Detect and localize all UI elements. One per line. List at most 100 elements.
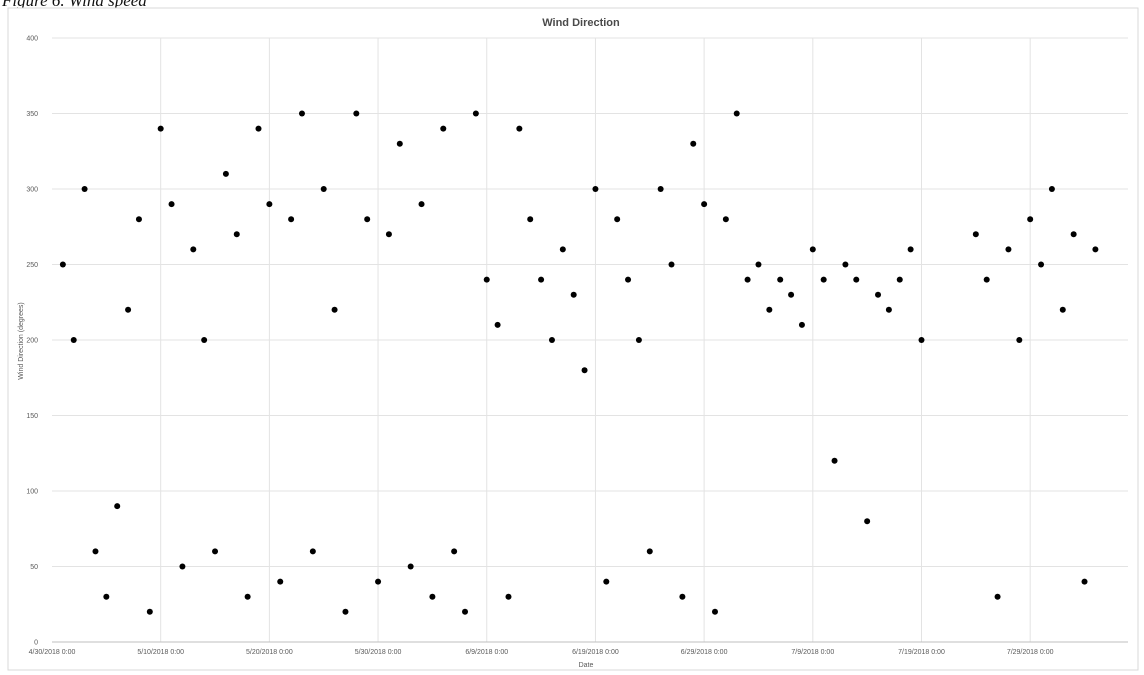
data-point xyxy=(244,593,251,600)
gridlines xyxy=(52,37,1128,642)
data-point xyxy=(516,125,523,132)
data-point xyxy=(538,276,545,283)
data-point xyxy=(1016,337,1023,343)
data-point xyxy=(711,608,718,615)
data-point xyxy=(777,276,784,283)
figure-caption: Figure 6. Wind speed xyxy=(2,0,147,10)
data-point xyxy=(353,110,360,117)
data-point xyxy=(331,306,338,313)
data-point xyxy=(994,593,1001,600)
data-point xyxy=(1070,231,1077,238)
data-point xyxy=(972,231,979,238)
data-point xyxy=(798,321,805,328)
x-tick-label: 5/10/2018 0:00 xyxy=(137,649,184,656)
data-point xyxy=(309,548,316,555)
data-point xyxy=(809,246,816,253)
data-point xyxy=(581,367,588,374)
data-point xyxy=(1048,186,1055,192)
x-axis-label: Date xyxy=(579,662,594,669)
data-point xyxy=(1005,246,1012,253)
x-tick-label: 4/30/2018 0:00 xyxy=(29,649,76,656)
data-point xyxy=(396,140,403,147)
data-point xyxy=(320,186,327,192)
data-point xyxy=(298,110,305,117)
data-point xyxy=(592,186,599,192)
x-tick-label: 5/30/2018 0:00 xyxy=(355,649,402,656)
data-point xyxy=(842,261,849,268)
data-point xyxy=(896,276,903,283)
data-point xyxy=(722,216,729,223)
data-point xyxy=(820,276,827,283)
data-point xyxy=(190,246,197,253)
data-point xyxy=(212,548,219,555)
chart-title: Wind Direction xyxy=(542,17,620,29)
data-point xyxy=(625,276,632,283)
y-tick-label: 250 xyxy=(26,262,38,269)
y-axis-label: Wind Direction (degrees) xyxy=(18,302,25,379)
data-point xyxy=(472,110,479,117)
data-point xyxy=(559,246,566,253)
data-point xyxy=(266,201,273,208)
x-tick-label: 5/20/2018 0:00 xyxy=(246,649,293,656)
data-point xyxy=(364,216,371,223)
data-points xyxy=(59,110,1099,615)
x-tick-label: 6/29/2018 0:00 xyxy=(681,649,728,656)
data-point xyxy=(451,548,458,555)
data-point xyxy=(440,125,447,132)
data-point xyxy=(1027,216,1034,223)
data-point xyxy=(429,593,436,600)
data-point xyxy=(59,261,66,268)
data-point xyxy=(277,578,284,585)
data-point xyxy=(875,291,882,298)
data-point xyxy=(179,563,186,570)
data-point xyxy=(342,608,349,615)
data-point xyxy=(201,337,208,343)
data-point xyxy=(885,306,892,313)
data-point xyxy=(92,548,99,555)
x-tick-label: 7/29/2018 0:00 xyxy=(1007,649,1054,656)
data-point xyxy=(157,125,164,132)
data-point xyxy=(418,201,425,208)
y-tick-label: 200 xyxy=(26,338,38,345)
data-point xyxy=(864,518,871,525)
data-point xyxy=(733,110,740,117)
x-tick-label: 6/19/2018 0:00 xyxy=(572,649,619,656)
data-point xyxy=(831,457,838,464)
y-tick-label: 350 xyxy=(26,111,38,118)
data-point xyxy=(255,125,262,132)
x-tick-label: 7/19/2018 0:00 xyxy=(898,649,945,656)
data-point xyxy=(853,276,860,283)
data-point xyxy=(483,276,490,283)
data-point xyxy=(168,201,175,208)
data-point xyxy=(679,593,686,600)
x-tick-label: 6/9/2018 0:00 xyxy=(465,649,508,656)
data-point xyxy=(646,548,653,555)
data-point xyxy=(570,291,577,298)
data-point xyxy=(146,608,153,615)
data-point xyxy=(233,231,240,238)
data-point xyxy=(70,337,77,343)
data-point xyxy=(918,337,925,343)
data-point xyxy=(462,608,469,615)
tick-labels: 0 50 100 150 200 250 300 350 400 4/30/2018 0:00 5/… xyxy=(26,36,1053,657)
chart-frame xyxy=(7,7,1139,671)
data-point xyxy=(1081,578,1088,585)
data-point xyxy=(907,246,914,253)
data-point xyxy=(103,593,110,600)
data-point xyxy=(744,276,751,283)
data-point xyxy=(385,231,392,238)
data-point xyxy=(222,170,229,177)
y-tick-label: 0 xyxy=(34,640,38,647)
data-point xyxy=(766,306,773,313)
data-point xyxy=(635,337,642,343)
data-point xyxy=(494,321,501,328)
data-point xyxy=(603,578,610,585)
y-tick-label: 100 xyxy=(26,489,38,496)
y-tick-label: 50 xyxy=(30,564,38,571)
data-point xyxy=(505,593,512,600)
data-point xyxy=(407,563,414,570)
data-point xyxy=(1059,306,1066,313)
data-point xyxy=(788,291,795,298)
data-point xyxy=(657,186,664,192)
data-point xyxy=(548,337,555,343)
